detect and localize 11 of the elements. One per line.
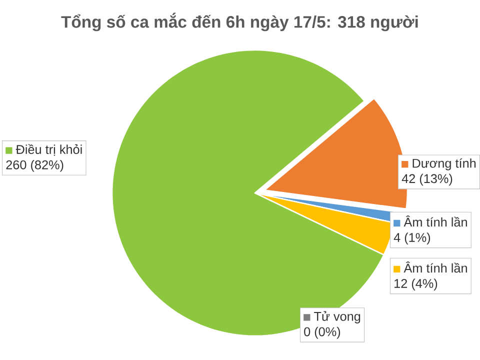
legend-label: Tử vong bbox=[314, 311, 360, 324]
data-label: 12 (4%) bbox=[394, 278, 438, 290]
chart-title: Tổng số ca mắc đến 6h ngày 17/5: 318 người bbox=[61, 12, 418, 32]
slice-label: Âm tính lần bbox=[404, 261, 467, 273]
text: 0 (0%) bbox=[304, 326, 340, 339]
data-label: 4 (1%) bbox=[394, 232, 430, 244]
data-label: 260 (82%) bbox=[6, 160, 64, 172]
slice-label: Dương tính bbox=[412, 158, 476, 170]
data-label: 42 (13%) bbox=[402, 174, 452, 186]
legend-label: Điều trị khỏi bbox=[16, 144, 82, 156]
slice-label: Âm tính lần bbox=[404, 215, 467, 227]
